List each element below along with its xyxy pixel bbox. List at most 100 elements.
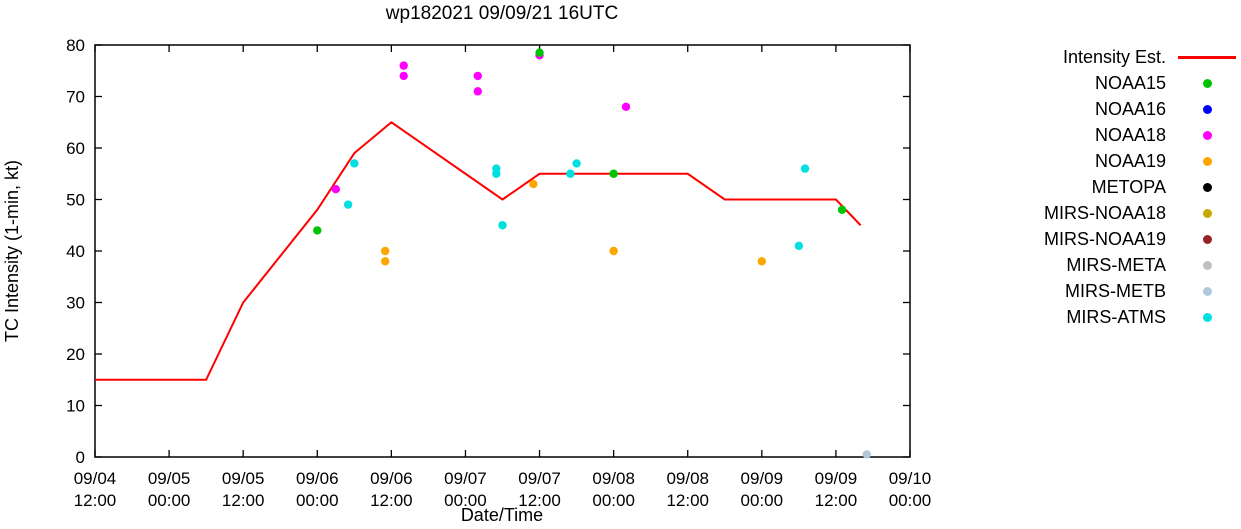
point-noaa15	[609, 169, 618, 178]
x-tick-label-time: 00:00	[444, 491, 487, 510]
dot-sample-icon	[1202, 312, 1212, 322]
point-noaa19	[380, 257, 390, 266]
point-noaa19	[609, 246, 618, 256]
dot-sample-icon	[1202, 234, 1212, 244]
point-noaa19	[757, 257, 767, 266]
legend-dot-marker	[1176, 104, 1238, 114]
dot-sample-icon	[1202, 104, 1212, 114]
legend-item-noaa19: NOAA19	[998, 148, 1238, 174]
legend-item-noaa16: NOAA16	[998, 96, 1238, 122]
x-tick-label-time: 00:00	[741, 491, 784, 510]
y-axis-label: TC Intensity (1-min, kt)	[2, 160, 22, 342]
legend: Intensity Est. NOAA15 NOAA16 NOAA18 NOAA19 ME…	[998, 44, 1238, 330]
point-noaa18	[473, 87, 483, 96]
dot-sample-icon	[1202, 130, 1212, 140]
legend-label: MIRS-NOAA18	[1043, 202, 1166, 223]
x-tick-label-time: 12:00	[222, 491, 265, 510]
x-tick-label-time: 00:00	[889, 491, 932, 510]
x-tick-label-date: 09/09	[815, 469, 858, 488]
dot-sample-icon	[1202, 78, 1212, 88]
legend-dot-marker	[1176, 234, 1238, 244]
legend-dot-marker	[1176, 286, 1238, 296]
legend-item-mirs-metb: MIRS-METB	[998, 278, 1238, 304]
point-noaa15	[313, 226, 322, 235]
intensity-line	[95, 120, 862, 381]
y-tick-label: 10	[66, 397, 85, 416]
legend-dot-marker	[1176, 312, 1238, 322]
legend-label: NOAA19	[1094, 150, 1166, 171]
point-noaa18	[473, 71, 483, 81]
legend-label: METOPA	[1091, 176, 1166, 197]
x-tick-label-date: 09/07	[444, 469, 487, 488]
legend-label: MIRS-ATMS	[1066, 306, 1166, 327]
x-tick-label-date: 09/04	[74, 469, 117, 488]
chart-layers: 09/04 12:00 09/05 00:00 09/05 12:00 09/06 00:00…	[66, 36, 931, 510]
legend-label: NOAA18	[1094, 124, 1166, 145]
point-noaa18	[399, 61, 408, 70]
point-noaa19	[380, 246, 390, 256]
x-tick-label-date: 09/05	[148, 469, 191, 488]
legend-item-metopa: METOPA	[998, 174, 1238, 200]
x-tick-label-time: 12:00	[370, 491, 413, 510]
x-tick-label-time: 00:00	[148, 491, 191, 510]
x-tick-label-time: 12:00	[815, 491, 858, 510]
point-noaa18	[621, 102, 631, 112]
y-tick-label: 20	[66, 345, 85, 364]
x-tick-label-date: 09/08	[592, 469, 635, 488]
legend-label: MIRS-NOAA19	[1043, 228, 1166, 249]
x-tick-label-date: 09/10	[889, 469, 932, 488]
point-noaa15	[837, 205, 847, 214]
legend-label: Intensity Est.	[1062, 46, 1166, 67]
y-tick-label: 60	[66, 139, 85, 158]
legend-item-mirs-noaa18: MIRS-NOAA18	[998, 200, 1238, 226]
legend-item-intensity-est-: Intensity Est.	[998, 44, 1238, 70]
y-tick-label: 30	[66, 294, 85, 313]
dot-sample-icon	[1202, 286, 1212, 296]
legend-label: NOAA15	[1094, 72, 1166, 93]
x-axis-label: Date/Time	[461, 505, 543, 525]
legend-line-marker	[1176, 55, 1238, 59]
legend-item-mirs-atms: MIRS-ATMS	[998, 304, 1238, 330]
legend-label: MIRS-META	[1066, 254, 1166, 275]
y-tick-label: 80	[66, 36, 85, 55]
legend-dot-marker	[1176, 78, 1238, 88]
legend-item-mirs-meta: MIRS-META	[998, 252, 1238, 278]
y-tick-label: 70	[66, 88, 85, 107]
line-sample-icon	[1178, 55, 1236, 59]
x-tick-label-date: 09/06	[370, 469, 413, 488]
legend-item-mirs-noaa19: MIRS-NOAA19	[998, 226, 1238, 252]
point-mirs-atms	[566, 169, 575, 178]
point-mirs-metb	[862, 450, 871, 459]
dot-sample-icon	[1202, 208, 1212, 218]
point-mirs-atms	[800, 164, 810, 173]
point-noaa19	[529, 179, 538, 189]
x-tick-label-time: 00:00	[296, 491, 339, 510]
point-noaa18	[399, 71, 408, 81]
point-mirs-atms	[492, 169, 501, 178]
x-tick-label-date: 09/05	[222, 469, 265, 488]
legend-dot-marker	[1176, 208, 1238, 218]
legend-dot-marker	[1176, 130, 1238, 140]
x-tick-label-time: 12:00	[74, 491, 117, 510]
dot-sample-icon	[1202, 182, 1212, 192]
x-tick-label-date: 09/08	[666, 469, 709, 488]
y-tick-label: 50	[66, 191, 85, 210]
x-tick-label-date: 09/09	[741, 469, 784, 488]
x-tick-label-date: 09/07	[518, 469, 561, 488]
plot-border	[94, 44, 911, 458]
legend-item-noaa18: NOAA18	[998, 122, 1238, 148]
legend-label: MIRS-METB	[1065, 280, 1166, 301]
point-noaa18	[331, 185, 340, 194]
legend-item-noaa15: NOAA15	[998, 70, 1238, 96]
legend-dot-marker	[1176, 156, 1238, 166]
legend-dot-marker	[1176, 182, 1238, 192]
y-tick-label: 0	[76, 448, 85, 467]
legend-dot-marker	[1176, 260, 1238, 270]
dot-sample-icon	[1202, 156, 1212, 166]
chart-title: wp182021 09/09/21 16UTC	[385, 3, 618, 24]
point-noaa15	[535, 48, 544, 57]
legend-label: NOAA16	[1094, 98, 1166, 119]
point-mirs-atms	[350, 159, 359, 168]
